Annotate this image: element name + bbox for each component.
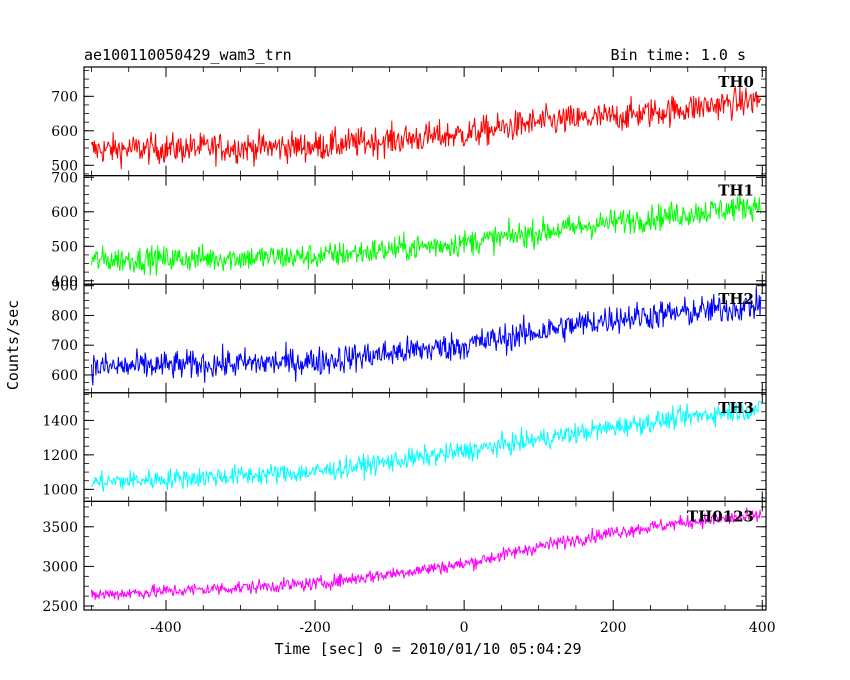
panel-frame — [83, 283, 767, 394]
y-tick-label: 1000 — [42, 482, 78, 498]
panel-frame — [83, 175, 767, 285]
y-tick-label: 500 — [51, 158, 78, 174]
y-tick-label: 700 — [51, 338, 78, 354]
series-label-th3: TH3 — [718, 399, 754, 417]
y-tick-label: 2500 — [42, 599, 78, 615]
series-line-th1 — [91, 194, 762, 276]
x-tick-label: 400 — [749, 620, 776, 636]
x-axis: -400 -200 0 200 400 — [150, 620, 775, 636]
panel-frame — [83, 500, 767, 611]
x-tick-label: -200 — [299, 620, 330, 636]
y-tick-label: 500 — [51, 239, 78, 255]
y-tick-label: 600 — [51, 368, 78, 384]
y-axis-label: Counts/sec — [4, 300, 22, 390]
series-label-th1: TH1 — [718, 182, 754, 200]
series-label-th0123: TH0123 — [687, 507, 754, 525]
y-tick-label: 400 — [51, 274, 78, 290]
y-tick-label: 3500 — [42, 520, 78, 536]
y-tick-label: 3000 — [42, 559, 78, 575]
y-tick-label: 1200 — [42, 448, 78, 464]
y-tick-label: 600 — [51, 205, 78, 221]
series-label-th2: TH2 — [718, 290, 754, 308]
y-tick-label: 600 — [51, 124, 78, 140]
series-line-th0 — [91, 85, 762, 170]
series-line-th2 — [91, 286, 762, 386]
panel-th2: 600 700 800 900 TH2 — [51, 279, 767, 394]
x-tick-label: -400 — [150, 620, 181, 636]
y-tick-label: 800 — [51, 308, 78, 324]
x-tick-label: 200 — [600, 620, 627, 636]
x-axis-label: Time [sec] 0 = 2010/01/10 05:04:29 — [274, 640, 581, 658]
panel-th3: 1000 1200 1400 TH3 — [42, 392, 767, 502]
panel-th1: 400 500 600 700 TH1 — [51, 170, 767, 290]
series-line-th0123 — [91, 507, 762, 601]
y-tick-label: 700 — [51, 170, 78, 186]
y-tick-label: 1400 — [42, 413, 78, 429]
y-tick-label: 700 — [51, 89, 78, 105]
x-tick-label: 0 — [460, 620, 469, 636]
y-tick-label: 900 — [51, 279, 78, 295]
panel-th0: 500 600 700 TH0 — [51, 66, 767, 177]
chart-title: ae100110050429_wam3_trn — [84, 46, 292, 64]
series-label-th0: TH0 — [718, 73, 754, 91]
bin-time-label: Bin time: 1.0 s — [611, 46, 746, 64]
panels: 500 600 700 TH0 400 500 600 700 TH1 600 700 800 900 T… — [42, 66, 767, 615]
panel-th0123: 2500 3000 3500 TH0123 — [42, 500, 767, 615]
series-line-th3 — [91, 400, 762, 492]
